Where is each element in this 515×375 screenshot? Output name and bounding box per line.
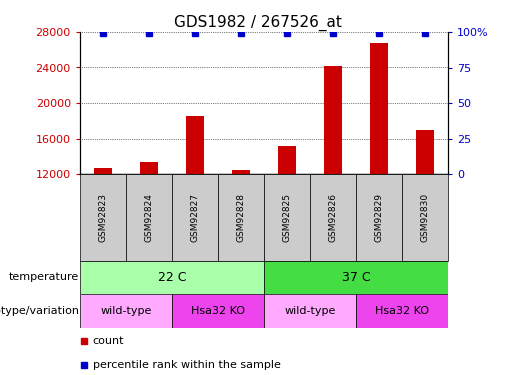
Text: GSM92829: GSM92829: [374, 193, 384, 242]
Bar: [310, 174, 356, 261]
Bar: [140, 162, 158, 174]
Text: GDS1982 / 267526_at: GDS1982 / 267526_at: [174, 15, 341, 31]
Bar: [218, 174, 264, 261]
Bar: [232, 170, 250, 174]
Text: 37 C: 37 C: [341, 271, 370, 284]
Bar: [186, 117, 204, 174]
Text: genotype/variation: genotype/variation: [0, 306, 79, 316]
Text: count: count: [93, 336, 124, 346]
Bar: [80, 294, 172, 328]
Bar: [264, 174, 310, 261]
Bar: [264, 261, 448, 294]
Bar: [80, 261, 264, 294]
Text: GSM92824: GSM92824: [144, 193, 153, 242]
Bar: [172, 174, 218, 261]
Text: Hsa32 KO: Hsa32 KO: [375, 306, 429, 316]
Text: GSM92825: GSM92825: [282, 193, 291, 242]
Bar: [402, 174, 448, 261]
Text: GSM92830: GSM92830: [421, 193, 430, 242]
Text: wild-type: wild-type: [100, 306, 151, 316]
Bar: [264, 294, 356, 328]
Text: percentile rank within the sample: percentile rank within the sample: [93, 360, 281, 370]
Text: GSM92828: GSM92828: [236, 193, 246, 242]
Bar: [94, 168, 112, 174]
Bar: [278, 146, 296, 174]
Text: temperature: temperature: [9, 273, 79, 282]
Text: GSM92827: GSM92827: [191, 193, 199, 242]
Text: 22 C: 22 C: [158, 271, 186, 284]
Text: GSM92826: GSM92826: [329, 193, 337, 242]
Bar: [324, 66, 342, 174]
Bar: [172, 294, 264, 328]
Bar: [80, 174, 126, 261]
Text: Hsa32 KO: Hsa32 KO: [191, 306, 245, 316]
Text: wild-type: wild-type: [284, 306, 336, 316]
Bar: [416, 130, 434, 174]
Bar: [126, 174, 172, 261]
Bar: [356, 174, 402, 261]
Bar: [370, 44, 388, 174]
Text: GSM92823: GSM92823: [98, 193, 107, 242]
Bar: [356, 294, 448, 328]
